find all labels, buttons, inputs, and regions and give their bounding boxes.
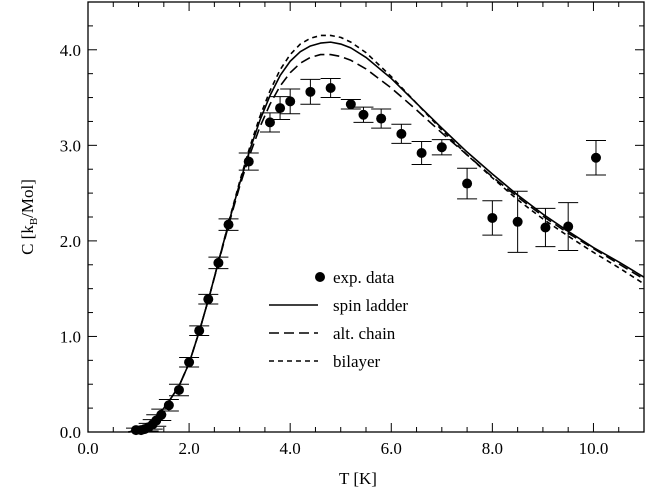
data-point bbox=[487, 212, 498, 223]
y-tick-label: 2.0 bbox=[60, 232, 81, 251]
data-point bbox=[264, 117, 275, 128]
model-curves bbox=[128, 34, 645, 433]
x-tick-label: 2.0 bbox=[178, 439, 199, 458]
data-points bbox=[131, 83, 601, 436]
data-point bbox=[173, 384, 184, 395]
data-point bbox=[285, 96, 296, 107]
legend-label-bilayer: bilayer bbox=[333, 352, 381, 371]
data-point bbox=[376, 113, 387, 124]
data-point bbox=[163, 400, 174, 411]
axis-ticks bbox=[87, 1, 645, 433]
data-point bbox=[213, 257, 224, 268]
data-point bbox=[194, 325, 205, 336]
x-axis-title: T [K] bbox=[339, 469, 377, 488]
data-point bbox=[512, 216, 523, 227]
x-tick-label: 10.0 bbox=[579, 439, 609, 458]
x-tick-label: 4.0 bbox=[280, 439, 301, 458]
legend-marker-exp-data bbox=[315, 272, 325, 282]
curve-spin-ladder bbox=[128, 41, 645, 433]
data-point bbox=[203, 294, 214, 305]
y-tick-label: 1.0 bbox=[60, 327, 81, 346]
x-tick-label: 0.0 bbox=[77, 439, 98, 458]
data-point bbox=[325, 83, 336, 93]
legend-label-alt-chain: alt. chain bbox=[333, 324, 396, 343]
data-point bbox=[223, 219, 234, 230]
data-point bbox=[416, 147, 427, 158]
data-point bbox=[184, 357, 195, 368]
y-tick-label: 4.0 bbox=[60, 41, 81, 60]
legend-label-exp-data: exp. data bbox=[333, 268, 395, 287]
data-point bbox=[396, 128, 407, 139]
tick-labels: 0.0 2.0 4.0 6.0 8.0 10.0 0.0 1.0 2.0 3.0 4.0 bbox=[60, 41, 609, 458]
data-point bbox=[436, 142, 447, 153]
error-bars bbox=[126, 77, 606, 433]
data-point bbox=[345, 99, 356, 110]
data-point bbox=[305, 86, 316, 97]
data-point bbox=[590, 152, 601, 163]
data-point bbox=[540, 222, 551, 233]
y-tick-label: 0.0 bbox=[60, 423, 81, 442]
x-tick-label: 8.0 bbox=[482, 439, 503, 458]
y-tick-label: 3.0 bbox=[60, 136, 81, 155]
data-point bbox=[275, 103, 286, 114]
curve-alt-chain bbox=[128, 53, 645, 433]
x-tick-label: 6.0 bbox=[381, 439, 402, 458]
data-point bbox=[358, 109, 369, 120]
y-axis-title-subscript: B bbox=[28, 218, 40, 225]
curve-bilayer bbox=[128, 34, 645, 433]
legend: exp. data spin ladder alt. chain bilayer bbox=[269, 268, 408, 371]
legend-label-spin-ladder: spin ladder bbox=[333, 296, 408, 315]
data-point bbox=[243, 156, 254, 167]
data-point bbox=[462, 178, 473, 189]
data-point bbox=[563, 221, 574, 232]
data-point bbox=[156, 409, 167, 420]
y-axis-title: C [kB/Mol] bbox=[18, 179, 40, 255]
